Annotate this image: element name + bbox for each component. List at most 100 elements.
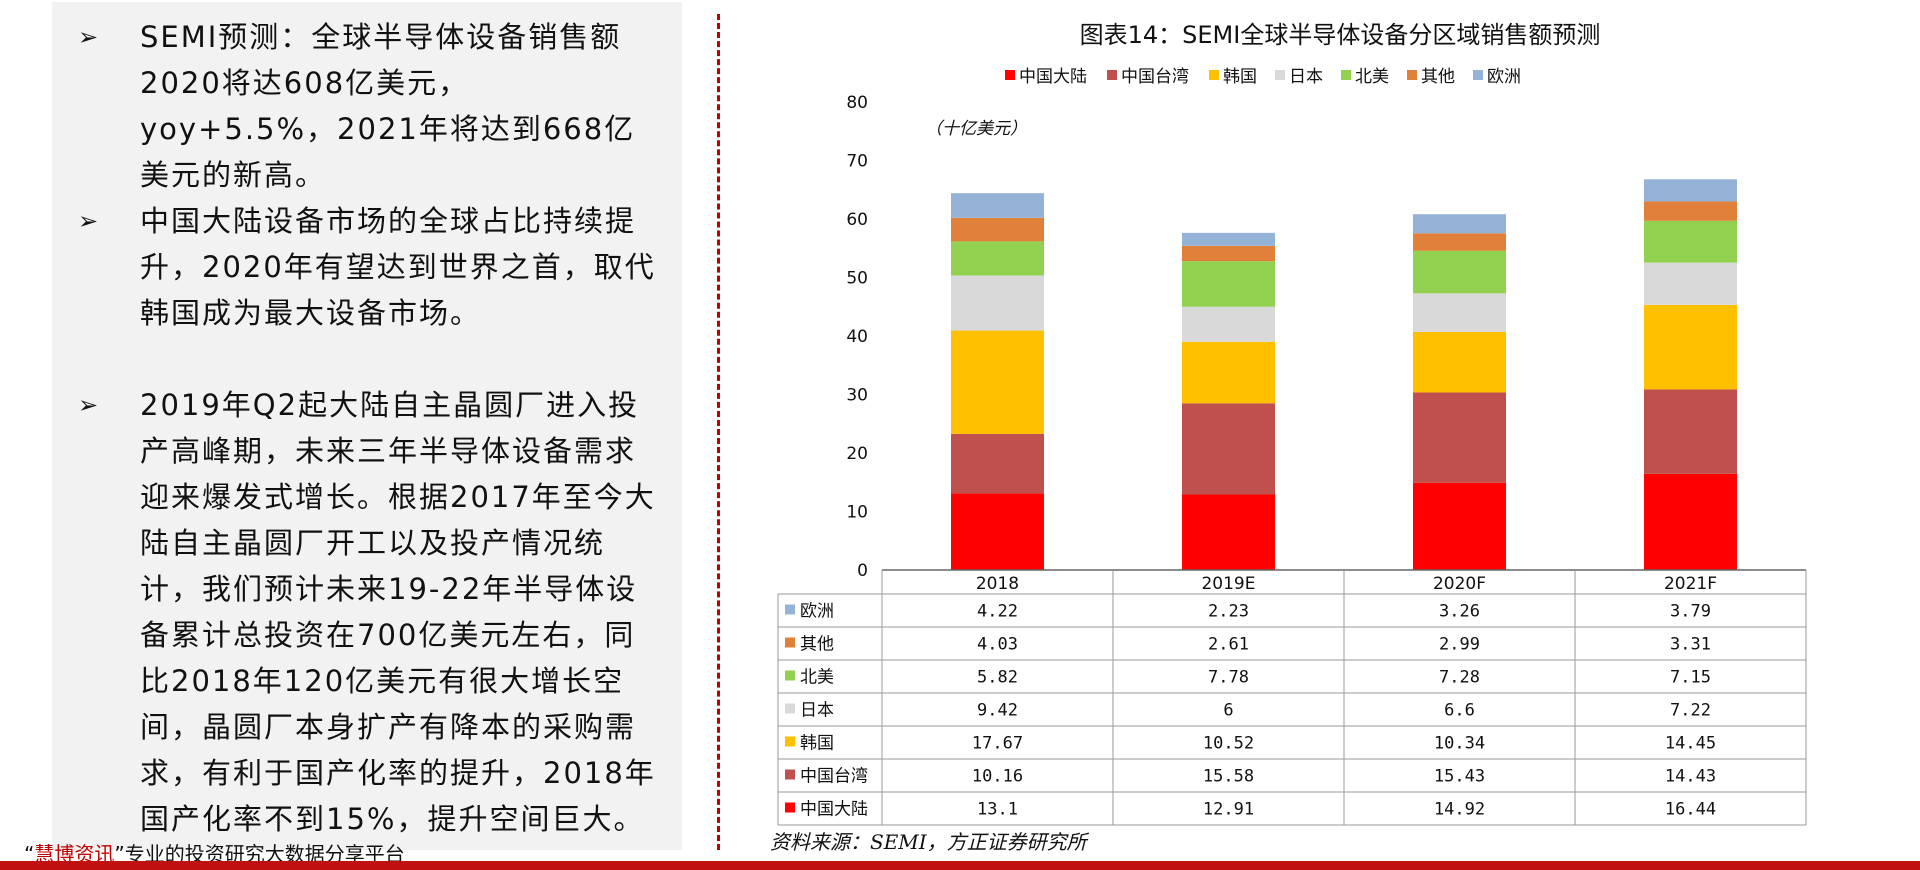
table-legend-swatch [785,604,795,615]
bottom-red-bar [0,861,1920,870]
table-row-label: 其他 [800,635,834,655]
bullet-item: ➢ 中国大陆设备市场的全球占比持续提升，2020年有望达到世界之首，取代韩国成为… [66,198,666,336]
bar-segment [1182,494,1275,570]
table-legend-swatch [785,703,795,714]
y-tick-label: 70 [846,152,868,172]
bar-segment [951,433,1044,494]
table-cell-value: 14.45 [1665,734,1716,754]
bar-segment [1413,392,1506,483]
table-row-label: 中国台湾 [800,767,868,787]
bar-segment [951,241,1044,276]
bar-segment [1182,245,1275,262]
table-cell-value: 10.34 [1434,734,1485,754]
legend-swatch [1107,70,1117,80]
table-cell-value: 9.42 [977,701,1018,721]
legend-label: 中国大陆 [1019,67,1087,87]
bar-segment [951,330,1044,434]
table-cell-value: 7.22 [1670,701,1711,721]
bar-segment [951,493,1044,570]
table-cell-value: 6.6 [1444,701,1475,721]
y-tick-label: 30 [846,386,868,406]
legend-swatch [1005,70,1015,80]
table-cell-value: 16.44 [1665,800,1716,820]
table-cell-value: 14.92 [1434,800,1485,820]
y-tick-label: 20 [846,444,868,464]
close-quote: ” [114,842,125,866]
legend-swatch [1341,70,1351,80]
table-row-label: 北美 [800,668,834,688]
bar-segment [1644,473,1737,570]
table-cell-value: 4.03 [977,635,1018,655]
table-cell-value: 10.52 [1203,734,1254,754]
legend-label: 北美 [1355,67,1389,87]
bar-segment [1644,304,1737,390]
bullet-text: SEMI预测：全球半导体设备销售额2020将达608亿美元，yoy+5.5%，2… [140,20,636,192]
table-cell-value: 10.16 [972,767,1023,787]
table-legend-swatch [785,637,795,648]
bullet-text: 2019年Q2起大陆自主晶圆厂进入投产高峰期，未来三年半导体设备需求迎来爆发式增… [140,388,656,836]
table-cell-value: 7.28 [1439,668,1480,688]
arrow-bullet-icon: ➢ [78,23,101,51]
chart-title: 图表14：SEMI全球半导体设备分区域销售额预测 [1080,21,1601,49]
legend-swatch [1407,70,1417,80]
table-cell-value: 4.22 [977,602,1018,622]
bar-segment [1182,306,1275,342]
table-row-label: 中国大陆 [800,800,868,820]
table-legend-swatch [785,670,795,681]
x-category-label: 2018 [976,574,1019,594]
x-category-label: 2020F [1433,574,1486,594]
table-cell-value: 2.99 [1439,635,1480,655]
bar-segment [951,275,1044,331]
table-row-label: 日本 [800,701,834,721]
table-cell-value: 6 [1223,701,1233,721]
y-tick-label: 60 [846,210,868,230]
legend-label: 中国台湾 [1121,67,1189,87]
table-cell-value: 12.91 [1203,800,1254,820]
bar-segment [1182,403,1275,495]
bar-segment [951,217,1044,242]
bar-segment [1413,331,1506,393]
dashed-divider [717,14,720,850]
legend-label: 韩国 [1223,67,1257,87]
table-legend-swatch [785,769,795,780]
y-tick-label: 0 [857,561,868,581]
left-text-panel: ➢ SEMI预测：全球半导体设备销售额2020将达608亿美元，yoy+5.5%… [52,2,682,850]
arrow-bullet-icon: ➢ [78,391,101,419]
table-legend-swatch [785,736,795,747]
table-cell-value: 14.43 [1665,767,1716,787]
bar-segment [951,193,1044,218]
y-tick-label: 10 [846,503,868,523]
legend-label: 其他 [1421,67,1455,87]
table-cell-value: 3.31 [1670,635,1711,655]
y-tick-label: 50 [846,269,868,289]
table-cell-value: 17.67 [972,734,1023,754]
legend-label: 日本 [1289,67,1323,87]
bar-segment [1413,293,1506,332]
table-legend-swatch [785,802,795,813]
table-cell-value: 7.15 [1670,668,1711,688]
bar-segment [1182,341,1275,404]
x-category-label: 2021F [1664,574,1717,594]
table-cell-value: 3.26 [1439,602,1480,622]
bullet-text: 中国大陆设备市场的全球占比持续提升，2020年有望达到世界之首，取代韩国成为最大… [140,204,656,330]
table-row-label: 韩国 [800,734,834,754]
table-cell-value: 13.1 [977,800,1018,820]
bar-segment [1644,389,1737,474]
bar-segment [1182,261,1275,307]
bullet-item: ➢ 2019年Q2起大陆自主晶圆厂进入投产高峰期，未来三年半导体设备需求迎来爆发… [66,382,666,842]
y-tick-label: 80 [846,93,868,113]
legend-swatch [1473,70,1483,80]
table-cell-value: 2.61 [1208,635,1249,655]
table-cell-value: 2.23 [1208,602,1249,622]
table-row-label: 欧洲 [800,602,834,622]
table-cell-value: 5.82 [977,668,1018,688]
bar-segment [1644,220,1737,263]
bar-segment [1413,214,1506,234]
bullet-item: ➢ SEMI预测：全球半导体设备销售额2020将达608亿美元，yoy+5.5%… [66,14,666,198]
bar-segment [1644,179,1737,202]
source-note: 资料来源：SEMI，方正证券研究所 [770,830,1087,854]
bar-segment [1182,232,1275,246]
unit-label: （十亿美元） [925,119,1027,139]
table-cell-value: 7.78 [1208,668,1249,688]
